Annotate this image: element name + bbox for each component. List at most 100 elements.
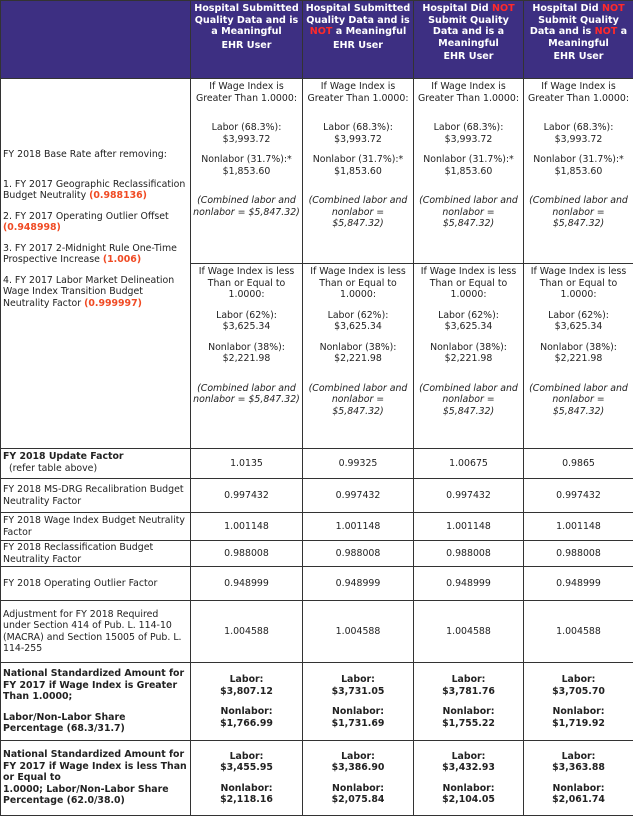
column-header-3: Hospital Did NOT Submit Quality Data and… bbox=[414, 1, 524, 79]
combined-amount: (Combined labor and nonlabor = $5,847.32… bbox=[416, 383, 521, 418]
factor-label: FY 2018 Update Factor bbox=[3, 451, 188, 463]
factor-row: FY 2018 Operating Outlier Factor 0.948999… bbox=[1, 567, 633, 601]
factor-row: Adjustment for FY 2018 Required under Se… bbox=[1, 601, 633, 663]
labor-amount: Labor (68.3%): $3,993.72 bbox=[193, 122, 300, 145]
labor-label: Labor: bbox=[416, 751, 521, 763]
factor-value: 0.9865 bbox=[524, 449, 633, 479]
header-text: Hospital Submitted Quality Data and is bbox=[306, 3, 411, 26]
nonlabor-amount: Nonlabor (31.7%):* $1,853.60 bbox=[193, 154, 300, 177]
factor-label: FY 2018 Wage Index Budget Neutrality Fac… bbox=[3, 515, 188, 538]
nonlabor-amount: Nonlabor (31.7%):* $1,853.60 bbox=[305, 154, 411, 177]
labor-value: $3,705.70 bbox=[526, 686, 631, 698]
factor-value: 0.988008 bbox=[414, 541, 524, 567]
factor-value: 1.004588 bbox=[524, 601, 633, 663]
share-percentage-label: 1.0000; Labor/Non-Labor Share Percentage… bbox=[3, 784, 188, 807]
base-rate-item: 2. FY 2017 Operating Outlier Offset (0.9… bbox=[3, 211, 188, 234]
column-header-4: Hospital Did NOT Submit Quality Data and… bbox=[524, 1, 633, 79]
national-amount-cell: Labor:$3,807.12 Nonlabor:$1,766.99 bbox=[191, 663, 303, 741]
base-rate-lesser-cell: If Wage Index is less Than or Equal to 1… bbox=[303, 264, 414, 449]
labor-amount: Labor (62%): $3,625.34 bbox=[416, 310, 521, 333]
labor-value: $3,363.88 bbox=[526, 762, 631, 774]
labor-value: $3,781.76 bbox=[416, 686, 521, 698]
combined-amount: (Combined labor and nonlabor = $5,847.32… bbox=[526, 383, 631, 418]
labor-label: Labor: bbox=[193, 674, 300, 686]
nonlabor-label: Nonlabor: bbox=[416, 706, 521, 718]
nonlabor-value: $1,766.99 bbox=[193, 718, 300, 730]
wage-index-condition: If Wage Index is less Than or Equal to 1… bbox=[305, 266, 411, 301]
nonlabor-label: Nonlabor: bbox=[193, 706, 300, 718]
factor-value: 1.004588 bbox=[303, 601, 414, 663]
factor-value: 0.997432 bbox=[191, 479, 303, 513]
factor-label-cell: FY 2018 Operating Outlier Factor bbox=[1, 567, 191, 601]
factor-value: 1.001148 bbox=[524, 513, 633, 541]
not-emphasis: NOT bbox=[602, 3, 625, 14]
combined-amount: (Combined labor and nonlabor = $5,847.32… bbox=[305, 383, 411, 418]
header-row: Hospital Submitted Quality Data and is a… bbox=[1, 1, 633, 79]
item-factor: (0.988136) bbox=[89, 190, 147, 201]
base-rate-item: 4. FY 2017 Labor Market Delineation Wage… bbox=[3, 275, 188, 310]
wage-index-condition: If Wage Index is Greater Than 1.0000: bbox=[526, 81, 631, 104]
header-text: a Meaningful bbox=[332, 26, 406, 37]
factor-value: 0.997432 bbox=[303, 479, 414, 513]
item-factor: (1.006) bbox=[103, 254, 141, 265]
factor-value: 1.0135 bbox=[191, 449, 303, 479]
labor-value: $3,731.05 bbox=[305, 686, 411, 698]
combined-amount: (Combined labor and nonlabor = $5,847.32… bbox=[526, 195, 631, 230]
base-rate-greater-cell: If Wage Index is Greater Than 1.0000: La… bbox=[303, 79, 414, 264]
factor-label-cell: FY 2018 Wage Index Budget Neutrality Fac… bbox=[1, 513, 191, 541]
base-rate-item: 3. FY 2017 2-Midnight Rule One-Time Pros… bbox=[3, 243, 188, 266]
factor-label: FY 2018 Reclassification Budget Neutrali… bbox=[3, 542, 188, 565]
wage-index-condition: If Wage Index is Greater Than 1.0000: bbox=[193, 81, 300, 104]
labor-label: Labor: bbox=[305, 751, 411, 763]
combined-amount: (Combined labor and nonlabor = $5,847.32… bbox=[193, 195, 300, 218]
factor-value: 1.001148 bbox=[414, 513, 524, 541]
factor-label-cell: FY 2018 Update Factor(refer table above) bbox=[1, 449, 191, 479]
labor-value: $3,432.93 bbox=[416, 762, 521, 774]
wage-index-condition: If Wage Index is Greater Than 1.0000: bbox=[416, 81, 521, 104]
factor-value: 1.004588 bbox=[191, 601, 303, 663]
base-rate-row-greater: FY 2018 Base Rate after removing:1. FY 2… bbox=[1, 79, 633, 264]
wage-index-condition: If Wage Index is less Than or Equal to 1… bbox=[526, 266, 631, 301]
nonlabor-label: Nonlabor: bbox=[193, 783, 300, 795]
item-factor: (0.948998) bbox=[3, 222, 61, 233]
factor-value: 0.988008 bbox=[303, 541, 414, 567]
nonlabor-value: $2,104.05 bbox=[416, 794, 521, 806]
base-rate-item: 1. FY 2017 Geographic Reclassification B… bbox=[3, 179, 188, 202]
nonlabor-amount: Nonlabor (38%): $2,221.98 bbox=[416, 342, 521, 365]
factor-value: 0.988008 bbox=[191, 541, 303, 567]
national-label: National Standardized Amount for FY 2017… bbox=[3, 749, 188, 784]
factor-label-cell: FY 2018 Reclassification Budget Neutrali… bbox=[1, 541, 191, 567]
labor-value: $3,386.90 bbox=[305, 762, 411, 774]
base-rate-greater-cell: If Wage Index is Greater Than 1.0000: La… bbox=[524, 79, 633, 264]
labor-value: $3,807.12 bbox=[193, 686, 300, 698]
nonlabor-amount: Nonlabor (38%): $2,221.98 bbox=[193, 342, 300, 365]
national-label-cell: National Standardized Amount for FY 2017… bbox=[1, 663, 191, 741]
factor-label: FY 2018 MS-DRG Recalibration Budget Neut… bbox=[3, 484, 188, 507]
nonlabor-value: $2,118.16 bbox=[193, 794, 300, 806]
nonlabor-label: Nonlabor: bbox=[305, 783, 411, 795]
factor-value: 1.001148 bbox=[191, 513, 303, 541]
base-rate-lesser-cell: If Wage Index is less Than or Equal to 1… bbox=[524, 264, 633, 449]
base-rate-lesser-cell: If Wage Index is less Than or Equal to 1… bbox=[191, 264, 303, 449]
item-factor: (0.999997) bbox=[84, 298, 142, 309]
national-label: National Standardized Amount for FY 2017… bbox=[3, 668, 188, 703]
base-rate-label-cell: FY 2018 Base Rate after removing:1. FY 2… bbox=[1, 79, 191, 449]
national-amount-row: National Standardized Amount for FY 2017… bbox=[1, 741, 633, 816]
combined-amount: (Combined labor and nonlabor = $5,847.32… bbox=[193, 383, 300, 406]
share-percentage-label: Labor/Non-Labor Share Percentage (68.3/3… bbox=[3, 712, 188, 735]
base-rate-greater-cell: If Wage Index is Greater Than 1.0000: La… bbox=[414, 79, 524, 264]
factor-value: 0.99325 bbox=[303, 449, 414, 479]
column-header-1: Hospital Submitted Quality Data and is a… bbox=[191, 1, 303, 79]
nonlabor-value: $1,755.22 bbox=[416, 718, 521, 730]
wage-index-condition: If Wage Index is Greater Than 1.0000: bbox=[305, 81, 411, 104]
factor-value: 0.948999 bbox=[414, 567, 524, 601]
base-rate-lesser-cell: If Wage Index is less Than or Equal to 1… bbox=[414, 264, 524, 449]
national-label-cell: National Standardized Amount for FY 2017… bbox=[1, 741, 191, 816]
column-header-2: Hospital Submitted Quality Data and is N… bbox=[303, 1, 414, 79]
factor-value: 1.004588 bbox=[414, 601, 524, 663]
nonlabor-value: $1,731.69 bbox=[305, 718, 411, 730]
labor-value: $3,455.95 bbox=[193, 762, 300, 774]
